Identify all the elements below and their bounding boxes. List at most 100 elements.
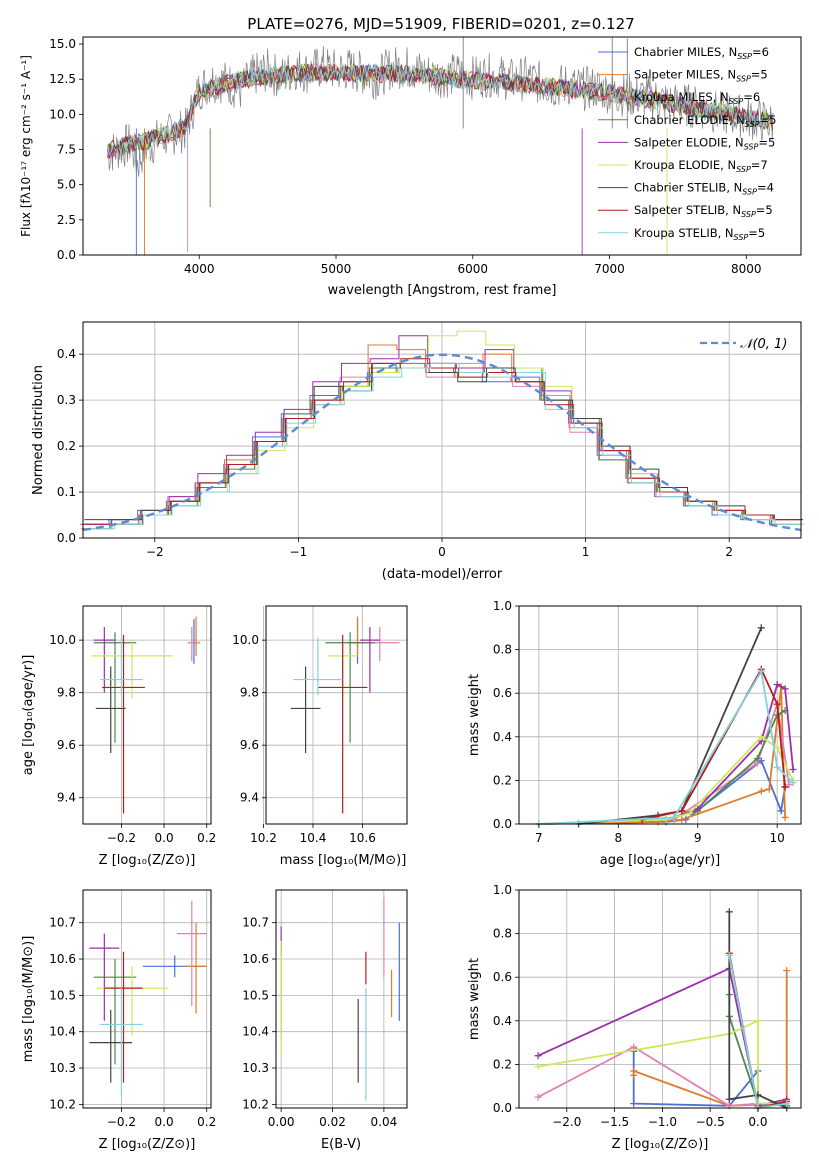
mass-z-ticks: −0.2 0.0 0.2 10.2 10.3 10.4 10.5 10.6 10.7 (49, 916, 216, 1129)
weight-age-series-line (538, 735, 794, 825)
spectrum-ytick-label: 10.0 (49, 107, 76, 121)
residual-ytick-label: 0.0 (57, 531, 76, 545)
weight-age-point-marker (789, 766, 797, 773)
age-z-xtick-label: 0.2 (197, 831, 216, 845)
weight-z-ylabel: mass weight (467, 958, 482, 1040)
observed-spectrum-line (107, 45, 774, 177)
weight-z-point-marker (630, 1100, 638, 1108)
weight-age-point-marker (785, 781, 793, 789)
weight-age-point-marker (781, 783, 789, 791)
weight-z-ytick-label: 0.8 (493, 927, 512, 941)
mass-ebv-axes-frame (275, 889, 408, 1109)
mass-ebv-ytick-label: 10.7 (242, 916, 269, 930)
weight-z-series-line (728, 911, 788, 1109)
spectrum-legend-label: Kroupa ELODIE, NSSP=7 (634, 158, 768, 174)
weight-z-ytick-label: 0.6 (493, 970, 512, 984)
residual-legend: 𝒩(0, 1) (700, 337, 787, 352)
weight-age-point-marker (757, 733, 765, 741)
weight-age-point-marker (686, 809, 694, 817)
spectrum-legend: Chabrier MILES, NSSP=6 Salpeter MILES, NS… (598, 45, 776, 242)
weight-z-ticks: −2.0 −1.5 −1.0 −0.5 0.0 0.0 0.2 0.4 0.6 0.8 1.0 (493, 883, 768, 1129)
mass-z-ytick-label: 10.7 (49, 916, 76, 930)
weight-z-point-marker (725, 908, 733, 916)
weight-z-point-marker (754, 1017, 762, 1025)
weight-age-point-marker (789, 779, 797, 787)
gaussian-legend-label: 𝒩(0, 1) (740, 337, 787, 352)
weight-age-point-marker (773, 680, 781, 688)
residual-histogram-step (85, 358, 804, 525)
weight-age-axes-frame (518, 605, 802, 825)
spectrum-axes-frame (82, 36, 802, 256)
residual-ytick-label: 0.2 (57, 439, 76, 453)
spectrum-legend-label: Salpeter STELIB, NSSP=5 (634, 203, 773, 219)
weight-age-point-marker (777, 807, 785, 815)
spectrum-legend-label: Chabrier MILES, NSSP=6 (634, 45, 769, 61)
weight-age-ylabel: mass weight (467, 674, 482, 756)
age-z-xtick-label: 0.0 (155, 831, 174, 845)
age-z-ytick-label: 9.6 (57, 738, 76, 752)
weight-age-point-marker (757, 787, 765, 795)
weight-z-point-marker (783, 967, 791, 975)
weight-age-point-marker (781, 685, 789, 693)
mass-ebv-errorbars (280, 897, 400, 1101)
weight-age-xlabel: age [log₁₀(age/yr)] (600, 853, 721, 868)
spectrum-legend-label: Chabrier STELIB, NSSP=4 (634, 181, 774, 197)
spectrum-xtick-label: 4000 (184, 262, 215, 276)
spectrum-ytick-label: 2.5 (57, 213, 76, 227)
age-mass-ytick-label: 10.0 (232, 633, 259, 647)
weight-age-ytick-label: 1.0 (493, 599, 512, 613)
weight-z-xtick-label: −1.5 (600, 1115, 629, 1129)
mass-z-ytick-label: 10.3 (49, 1061, 76, 1075)
spectrum-ylabel: Flux [fλ10⁻¹⁷ erg cm⁻² s⁻¹ A⁻¹] (19, 55, 33, 237)
mass-vs-ebv-panel: 0.00 0.02 0.04 10.2 10.3 10.4 10.5 10.6 10.7 E(B… (242, 889, 408, 1152)
weight-z-ytick-label: 1.0 (493, 883, 512, 897)
spectrum-panel: 4000 5000 6000 7000 8000 0.0 2.5 5.0 7.5 10.0 12.5… (19, 36, 802, 298)
weight-z-point-marker (725, 1095, 733, 1103)
mass-ebv-ytick-label: 10.6 (242, 952, 269, 966)
residual-xtick-label: 2 (725, 545, 733, 559)
spectrum-legend-label: Chabrier ELODIE, NSSP=5 (634, 113, 776, 129)
weight-age-point-marker (757, 624, 765, 632)
spectrum-legend-label: Kroupa STELIB, NSSP=5 (634, 226, 765, 242)
spectrum-ytick-label: 15.0 (49, 37, 76, 51)
age-z-axes-frame (82, 605, 212, 825)
weight-vs-age-panel: 7 8 9 10 0.0 0.2 0.4 0.6 0.8 1.0 age [log₁₀(age/y… (467, 599, 802, 868)
residual-xlabel: (data-model)/error (382, 567, 503, 582)
mass-ebv-xtick-label: 0.02 (319, 1115, 346, 1129)
mass-ebv-ytick-label: 10.4 (242, 1025, 269, 1039)
spectrum-xtick-label: 6000 (457, 262, 488, 276)
weight-age-ytick-label: 0.8 (493, 643, 512, 657)
mass-z-axes-frame (82, 889, 212, 1109)
mass-ebv-ticks: 0.00 0.02 0.04 10.2 10.3 10.4 10.5 10.6 10.7 (242, 916, 397, 1129)
residual-xtick-label: −1 (290, 545, 308, 559)
mass-z-xtick-label: 0.2 (197, 1115, 216, 1129)
weight-age-point-marker (757, 667, 765, 675)
age-mass-ytick-label: 9.8 (240, 686, 259, 700)
spectrum-legend-label: Salpeter ELODIE, NSSP=5 (634, 135, 775, 151)
weight-age-xtick-label: 8 (614, 831, 622, 845)
residual-xtick-label: 1 (582, 545, 590, 559)
mass-z-ylabel: mass [log₁₀(M/M⊙)] (21, 936, 36, 1063)
age-vs-metallicity-panel: −0.2 0.0 0.29.49.69.810.0 Z [log₁₀(Z/Z⊙)] … (21, 605, 216, 868)
spectrum-ytick-label: 0.0 (57, 248, 76, 262)
weight-z-axes-frame (518, 889, 802, 1109)
weight-z-ytick-label: 0.2 (493, 1057, 512, 1071)
weight-z-xtick-label: −1.0 (648, 1115, 677, 1129)
weight-age-ytick-label: 0.2 (493, 773, 512, 787)
age-mass-ticks: 10.2 10.4 10.6 9.4 9.6 9.8 10.0 (232, 633, 376, 845)
mass-z-xlabel: Z [log₁₀(Z/Z⊙)] (99, 1137, 196, 1152)
mass-ebv-ytick-label: 10.2 (242, 1097, 269, 1111)
weight-z-point-marker (725, 951, 733, 959)
weight-z-ytick-label: 0.4 (493, 1014, 512, 1028)
weight-z-xlabel: Z [log₁₀(Z/Z⊙)] (612, 1137, 709, 1152)
spectrum-ytick-label: 12.5 (49, 72, 76, 86)
residual-histogram-step (85, 362, 804, 530)
age-mass-xlabel: mass [log₁₀(M/M⊙)] (280, 853, 407, 868)
age-z-ytick-label: 10.0 (49, 633, 76, 647)
weight-z-point-marker (534, 1052, 542, 1060)
age-mass-errorbars (290, 616, 400, 814)
weight-z-point-marker (534, 1093, 542, 1101)
age-mass-xtick-label: 10.2 (250, 831, 277, 845)
weight-age-xtick-label: 10 (770, 831, 785, 845)
spectrum-xlabel: wavelength [Angstrom, rest frame] (328, 283, 557, 298)
